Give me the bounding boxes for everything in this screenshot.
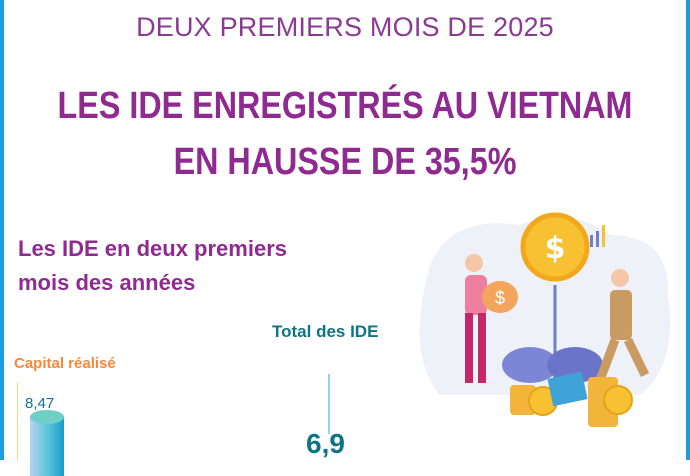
leaf-icon (547, 347, 603, 383)
investment-illustration: $ $ (419, 212, 671, 427)
money-bag-icon (482, 281, 518, 313)
capital-bar-top (30, 410, 64, 424)
capital-bar (30, 416, 64, 476)
total-value-label: 6,9 (306, 428, 345, 459)
main-title: LES IDE ENREGISTRÉS AU VIETNAM EN HAUSSE… (52, 78, 639, 190)
total-axis-line (328, 374, 330, 434)
section-line-1: Les IDE en deux premiers (18, 236, 287, 261)
capital-value-label: 8,47 (25, 395, 55, 412)
svg-text:$: $ (545, 231, 566, 266)
banknote-icon (547, 371, 588, 407)
section-heading: Les IDE en deux premiers mois des années (18, 232, 287, 300)
svg-text:$: $ (495, 288, 505, 308)
total-ide-label: Total des IDE (272, 322, 379, 341)
title-line-1: LES IDE ENREGISTRÉS AU VIETNAM (57, 85, 633, 127)
right-border (686, 0, 690, 460)
woman-figure (465, 275, 487, 315)
man-figure (610, 290, 632, 340)
capital-label: Capital réalisé (14, 355, 116, 372)
dollar-coin-icon (520, 212, 590, 282)
section-line-2: mois des années (18, 270, 196, 295)
leaf-icon (502, 347, 558, 383)
capital-axis-line (17, 382, 18, 460)
left-border (0, 0, 4, 460)
supertitle: DEUX PREMIERS MOIS DE 2025 (136, 12, 554, 42)
title-line-2: EN HAUSSE DE 35,5% (173, 141, 517, 183)
